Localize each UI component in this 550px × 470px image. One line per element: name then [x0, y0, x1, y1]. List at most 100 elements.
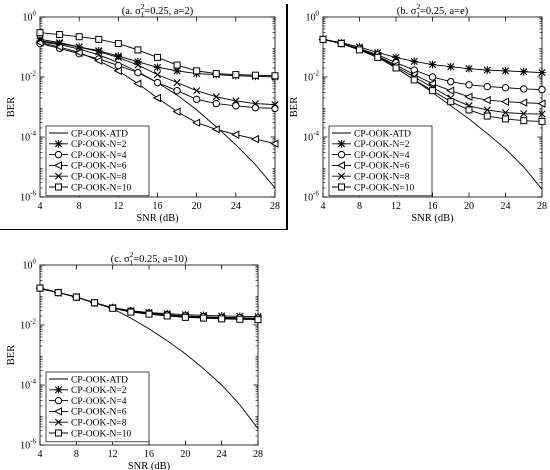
data-point: [318, 35, 327, 44]
data-point: [254, 312, 262, 321]
data-point: [212, 70, 221, 79]
data-point: [464, 92, 473, 101]
data-point: [127, 308, 135, 316]
data-point: [36, 37, 44, 45]
y-tick-label: 10-2: [303, 70, 319, 84]
y-tick-label: 10-4: [20, 378, 36, 392]
legend-entry: CP-OOK-N=10: [71, 429, 131, 439]
legend-entry: CP-OOK-N=4: [354, 151, 410, 161]
x-tick-label: 8: [74, 449, 79, 460]
data-point: [54, 289, 62, 297]
data-point: [114, 40, 122, 48]
series-cp-ook-n-8: [36, 284, 262, 323]
data-point: [271, 104, 279, 113]
series-cp-ook-n-4: [36, 39, 279, 113]
y-tick-label: 100: [23, 258, 37, 272]
data-point: [502, 115, 509, 123]
series-line: [39, 32, 276, 77]
data-point: [114, 52, 123, 60]
data-point: [520, 117, 528, 125]
data-point: [54, 42, 64, 52]
data-point: [465, 81, 473, 89]
data-point: [337, 39, 345, 48]
x-tick-label: 12: [108, 449, 118, 460]
data-point: [133, 79, 142, 88]
legend-entry: CP-OOK-N=2: [354, 140, 410, 150]
plot-area: [322, 16, 543, 198]
x-tick-label: 20: [464, 201, 474, 212]
legend-entry: CP-OOK-ATD: [354, 129, 411, 139]
data-point: [354, 44, 363, 54]
legend-marker: [53, 407, 62, 416]
data-point: [428, 83, 437, 91]
data-point: [251, 72, 260, 81]
data-point: [163, 311, 171, 319]
data-point: [465, 64, 473, 73]
data-point: [134, 46, 142, 54]
legend-entry: CP-OOK-N=2: [71, 386, 127, 396]
legend: CP-OOK-ATDCP-OOK-N=2CP-OOK-N=4CP-OOK-N=6…: [328, 125, 433, 197]
data-point: [114, 61, 123, 70]
data-point: [72, 293, 81, 301]
data-point: [144, 309, 153, 318]
data-point: [162, 311, 171, 320]
data-point: [181, 312, 190, 320]
data-point: [173, 61, 181, 69]
series-line: [39, 287, 259, 320]
data-point: [145, 308, 153, 317]
data-point: [54, 288, 62, 297]
legend-marker: [53, 161, 62, 170]
legend: CP-OOK-ATDCP-OOK-N=2CP-OOK-N=4CP-OOK-N=6…: [45, 125, 150, 197]
data-point: [373, 48, 382, 57]
series-cp-ook-n-2: [36, 37, 279, 81]
data-point: [520, 85, 528, 93]
data-point: [392, 63, 400, 71]
y-tick-label: 10-6: [20, 438, 36, 452]
data-point: [465, 102, 473, 110]
legend-entry: CP-OOK-N=2: [71, 140, 127, 150]
legend-marker: [337, 140, 346, 148]
x-axis-label: SNR (dB): [411, 213, 454, 224]
legend-marker: [54, 150, 63, 159]
series-line: [39, 40, 276, 78]
data-point: [270, 139, 279, 148]
data-point: [428, 73, 437, 81]
series-cp-ook-atd: [322, 38, 543, 190]
data-point: [271, 72, 279, 80]
series-cp-ook-n-6: [35, 283, 262, 324]
data-point: [271, 73, 279, 81]
data-point: [36, 284, 44, 292]
chart-title: (c. σ2 1=0.25, a=10): [111, 250, 188, 267]
data-point: [55, 39, 64, 48]
data-point: [36, 284, 44, 292]
data-point: [153, 71, 162, 79]
data-point: [180, 312, 189, 321]
y-tick-label: 100: [306, 10, 320, 24]
data-point: [356, 46, 363, 54]
data-point: [373, 51, 382, 61]
data-point: [145, 310, 153, 318]
data-point: [254, 314, 262, 322]
data-point: [319, 35, 327, 43]
data-point: [520, 110, 528, 118]
data-point: [163, 309, 171, 318]
x-tick-label: 28: [253, 449, 263, 460]
data-point: [501, 67, 510, 75]
data-point: [153, 63, 162, 72]
data-point: [55, 44, 64, 53]
data-point: [212, 93, 220, 101]
data-point: [231, 130, 240, 139]
series-line: [322, 38, 543, 122]
legend-marker: [336, 161, 345, 170]
data-point: [95, 35, 103, 43]
series-line: [39, 38, 276, 106]
data-point: [236, 314, 244, 322]
data-point: [181, 313, 189, 321]
series-line: [39, 41, 276, 189]
data-point: [127, 307, 135, 315]
data-point: [538, 85, 546, 94]
data-point: [235, 314, 244, 323]
x-tick-label: 16: [144, 449, 154, 460]
data-point: [483, 106, 491, 114]
